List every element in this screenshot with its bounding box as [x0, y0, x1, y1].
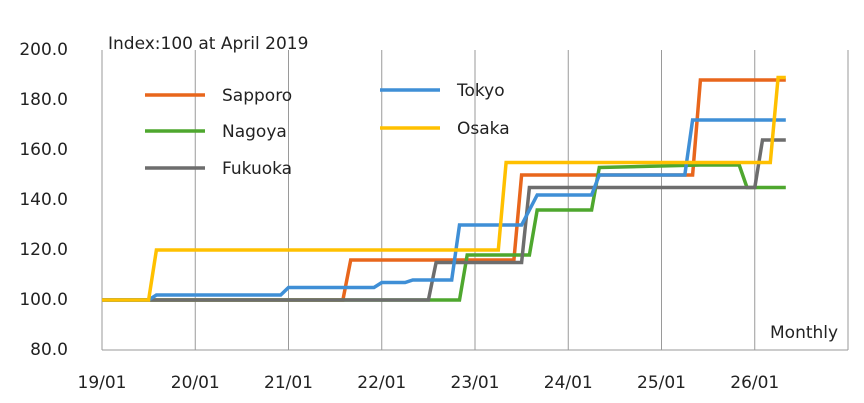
legend-label: Fukuoka [222, 159, 292, 179]
series-line [102, 118, 786, 302]
legend-label: Sapporo [222, 86, 292, 106]
series-line [102, 75, 786, 302]
legend-label: Tokyo [456, 81, 505, 101]
series-line [102, 78, 786, 302]
legend-label: Osaka [457, 119, 510, 139]
x-tick-label: 22/01 [357, 373, 406, 393]
y-tick-label: 200.0 [19, 40, 68, 60]
y-tick-label: 140.0 [19, 190, 68, 210]
series-line [102, 163, 786, 302]
x-axis-unit: Monthly [770, 323, 838, 343]
legend-label: Nagoya [222, 122, 287, 142]
x-tick-label: 24/01 [544, 373, 593, 393]
y-tick-label: 160.0 [19, 140, 68, 160]
x-tick-label: 25/01 [637, 373, 686, 393]
x-tick-label: 20/01 [171, 373, 220, 393]
x-tick-label: 19/01 [78, 373, 127, 393]
y-tick-label: 80.0 [30, 340, 68, 360]
y-tick-label: 120.0 [19, 240, 68, 260]
x-tick-label: 23/01 [451, 373, 500, 393]
y-tick-label: 180.0 [19, 90, 68, 110]
x-tick-label: 21/01 [264, 373, 313, 393]
x-tick-label: 26/01 [730, 373, 779, 393]
y-tick-label: 100.0 [19, 290, 68, 310]
series-line [102, 138, 786, 302]
index-note: Index:100 at April 2019 [108, 34, 308, 54]
